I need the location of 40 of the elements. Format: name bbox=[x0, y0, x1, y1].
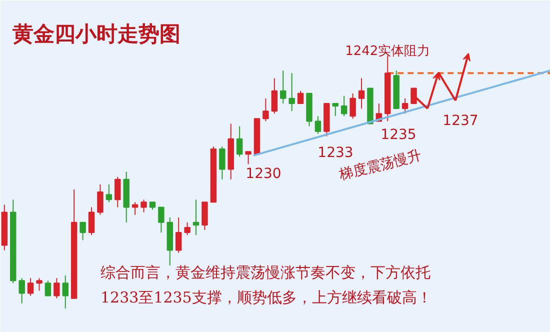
candlestick bbox=[36, 278, 42, 292]
candlestick bbox=[340, 95, 348, 117]
candlestick bbox=[202, 202, 208, 231]
candlestick bbox=[245, 151, 252, 165]
candlestick bbox=[350, 92, 356, 120]
candlestick bbox=[297, 90, 304, 104]
candlestick bbox=[332, 102, 338, 117]
candlestick bbox=[44, 280, 52, 296]
candlestick bbox=[97, 184, 104, 216]
candlestick bbox=[314, 116, 322, 134]
candlestick bbox=[402, 98, 408, 114]
annotation: 综合而言，黄金维持震荡慢涨节奏不变，下方依托 bbox=[100, 264, 430, 282]
candlestick bbox=[192, 199, 200, 236]
ref-line-label: 1242实体阻力 bbox=[345, 44, 430, 60]
candlestick bbox=[262, 98, 269, 122]
candlestick bbox=[27, 278, 34, 296]
candlestick bbox=[280, 70, 286, 104]
candlestick bbox=[358, 78, 365, 110]
candlestick bbox=[88, 206, 95, 236]
candlestick bbox=[132, 202, 138, 216]
annotation: 1233至1235支撑，顺势低多，上方继续看破高！ bbox=[100, 288, 432, 306]
candlestick bbox=[80, 222, 86, 241]
candlestick bbox=[175, 216, 182, 254]
candlestick bbox=[62, 275, 68, 309]
annotation: 1235 bbox=[380, 127, 416, 143]
candlestick bbox=[236, 126, 243, 158]
candlestick bbox=[184, 222, 190, 236]
candlestick bbox=[271, 78, 278, 114]
candlestick bbox=[106, 184, 112, 203]
candlestick bbox=[114, 176, 121, 208]
candlestick bbox=[219, 146, 226, 180]
annotation: 1230 bbox=[246, 166, 282, 182]
candlestick bbox=[140, 199, 147, 213]
candlestick bbox=[18, 278, 25, 304]
candlestick bbox=[54, 278, 60, 299]
candlestick bbox=[288, 72, 295, 112]
annotation: 1233 bbox=[318, 145, 354, 161]
text: 1237 bbox=[442, 113, 478, 129]
candlestick bbox=[158, 206, 164, 234]
chart-title: 黄金四小时走势图 bbox=[12, 21, 180, 46]
